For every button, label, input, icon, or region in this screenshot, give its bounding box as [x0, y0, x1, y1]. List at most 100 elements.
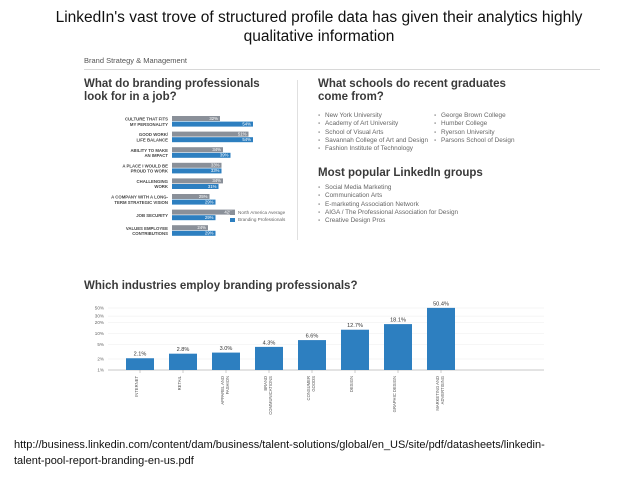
bullet-icon: ▪ [434, 120, 437, 128]
school-name: Academy of Art University [325, 120, 399, 128]
bar-north-america [172, 225, 208, 231]
x-tick-label: GRAPHIC DESIGN [392, 376, 397, 412]
category-label: JOB SECURITY [136, 213, 168, 218]
category-label: MY PERSONALITY [130, 122, 168, 127]
school-name: George Brown College [441, 112, 506, 119]
bar-value-label: 31% [208, 184, 217, 189]
legend-swatch-branding [230, 217, 235, 222]
industry-bar [341, 329, 369, 370]
bar-value-label: 33% [211, 163, 220, 168]
bar-branding [172, 137, 253, 143]
source-line-2: talent-pool-report-branding-en-us.pdf [14, 455, 194, 467]
category-label: PROUD TO WORK [131, 169, 169, 174]
slide-title-line-1: LinkedIn's vast trove of structured prof… [55, 9, 583, 26]
schools-title-line-2: come from? [318, 91, 384, 103]
x-tick-label: APPAREL AND [220, 376, 225, 405]
legend-label-north-america: North America Average [238, 210, 286, 215]
bar-branding [172, 168, 222, 174]
bar-value-label: 29% [205, 215, 214, 220]
bullet-icon: ▪ [318, 145, 321, 153]
slide-title-line-2: qualitative information [243, 28, 395, 45]
industry-bar [212, 352, 240, 370]
school-name: New York University [325, 112, 382, 119]
schools-title: What schools do recent graduates come fr… [318, 78, 506, 104]
category-label: LIFE BALANCE [136, 137, 168, 142]
school-name: Ryerson University [441, 128, 495, 136]
industry-chart-title: Which industries employ branding profess… [84, 280, 357, 293]
bar-value-label: 34% [212, 178, 221, 183]
groups-list: ▪ Social Media Marketing ▪ Communication A… [318, 184, 588, 225]
bullet-icon: ▪ [318, 217, 321, 225]
x-tick-label: GOODS [311, 376, 316, 392]
group-name: Creative Design Pros [325, 217, 386, 225]
bullet-icon: ▪ [434, 112, 437, 119]
bullet-icon: ▪ [318, 184, 321, 191]
school-item: ▪ Academy of Art University [318, 120, 436, 128]
school-item: ▪ Savannah College of Art and Design [318, 137, 436, 145]
school-item: ▪ New York University [318, 112, 436, 120]
bar-north-america [172, 162, 222, 168]
groups-title-line: Most popular LinkedIn groups [318, 167, 483, 179]
category-label: TERM STRATEGIC VISION [114, 200, 168, 205]
slide-title: LinkedIn's vast trove of structured prof… [0, 8, 638, 46]
industry-bar [384, 324, 412, 370]
bullet-icon: ▪ [318, 208, 321, 216]
category-label: WORK [154, 184, 169, 189]
bullet-icon: ▪ [434, 136, 437, 144]
group-name: Communication Arts [325, 192, 383, 200]
job-chart-title-line-1: What do branding professionals [84, 78, 260, 90]
school-name: School of Visual Arts [325, 128, 384, 136]
schools-list-right: ▪ George Brown College ▪ Humber College ▪ R… [434, 112, 574, 145]
category-label: A COMPANY WITH A LONG- [111, 195, 168, 200]
school-item: ▪ School of Visual Arts [318, 129, 436, 137]
bar-branding [172, 230, 216, 236]
bar-north-america [172, 209, 235, 215]
bullet-icon: ▪ [318, 120, 321, 128]
bullet-icon: ▪ [318, 192, 321, 200]
bar-branding [172, 215, 216, 221]
x-tick-label: DESIGN [349, 376, 354, 392]
y-tick-label: 10% [95, 331, 104, 336]
bullet-icon: ▪ [318, 112, 321, 119]
bar-branding [172, 199, 216, 205]
industry-bar [169, 353, 197, 370]
industry-bar [126, 358, 154, 370]
group-name: E-marketing Association Network [325, 200, 419, 208]
source-line-1: http://business.linkedin.com/content/dam… [14, 439, 545, 451]
school-name: Savannah College of Art and Design [325, 136, 429, 144]
industry-bar [298, 340, 326, 370]
industry-bar [427, 307, 455, 370]
job-chart-title-line-2: look for in a job? [84, 91, 177, 103]
school-item: ▪ Humber College [434, 120, 574, 128]
category-label: GOOD WORK/ [139, 132, 169, 137]
industry-chart: 1% 2% 5% 10% 20%30% 50% 2.1% INTERNET 2.8% RETAIL… [95, 301, 544, 415]
report-page: Brand Strategy & Management What do bran… [84, 54, 600, 432]
bar-value-label: 32% [209, 116, 218, 121]
x-tick-label: CONSUMER [306, 376, 311, 400]
legend-swatch-north-america [230, 210, 235, 215]
bar-value-label: 4.3% [263, 340, 276, 346]
y-tick-label: 2% [97, 357, 104, 362]
bar-north-america [172, 147, 223, 153]
bullet-icon: ▪ [318, 128, 321, 136]
industry-chart-title-line: Which industries employ branding profess… [84, 280, 358, 292]
group-item: ▪ AIGA / The Professional Association for… [318, 209, 588, 217]
x-tick-label: ADVERTISING [440, 376, 445, 404]
bar-value-label: 29% [205, 199, 214, 204]
legend-item-north-america: North America Average [230, 209, 285, 216]
x-tick-label: RETAIL [177, 375, 182, 390]
y-tick-label: 50% [95, 306, 104, 311]
bar-value-label: 2.1% [134, 352, 147, 358]
bar-branding [172, 184, 219, 189]
group-item: ▪ Communication Arts [318, 192, 588, 200]
bar-value-label: 6.6% [306, 334, 319, 340]
school-item: ▪ Ryerson University [434, 129, 574, 137]
y-tick-label: 30% [95, 314, 104, 319]
bullet-icon: ▪ [434, 128, 437, 136]
y-tick-label: 5% [97, 342, 104, 347]
bar-value-label: 12.7% [347, 323, 363, 329]
report-header: Brand Strategy & Management [84, 54, 600, 70]
bar-north-america [172, 178, 223, 184]
school-item: ▪ George Brown College [434, 112, 574, 120]
bar-value-label: 34% [212, 147, 221, 152]
